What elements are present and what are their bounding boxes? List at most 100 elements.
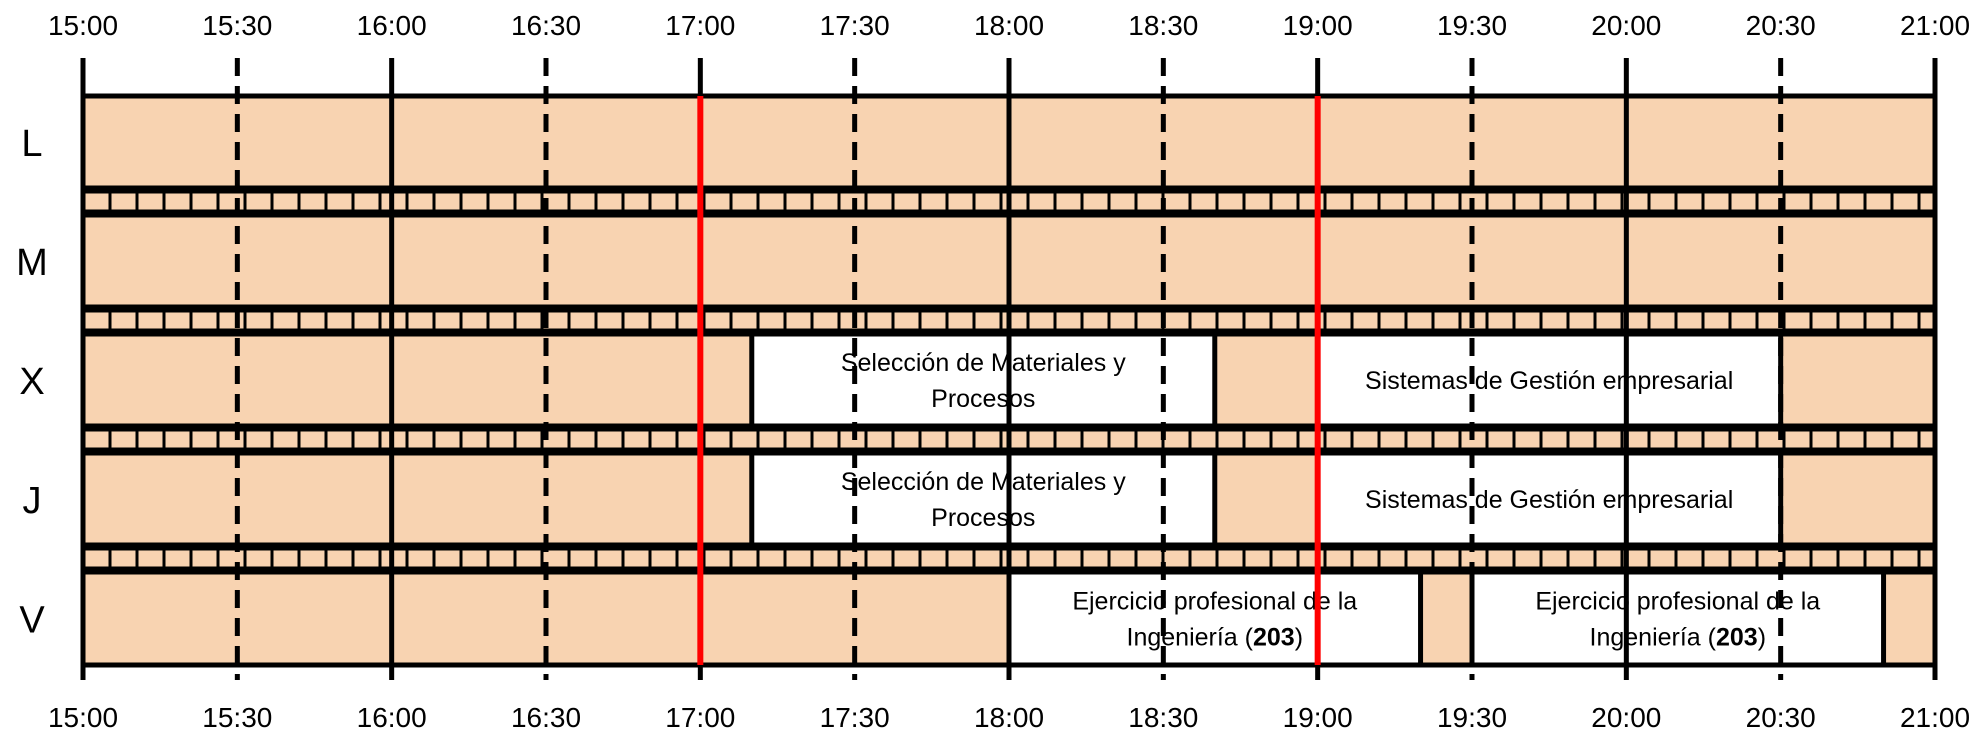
separator-cell <box>1107 428 1138 451</box>
separator-cell <box>1593 428 1624 451</box>
separator-cell <box>1809 190 1840 213</box>
separator-cell <box>189 547 220 570</box>
separator-cell <box>270 428 301 451</box>
separator-cell <box>1728 428 1759 451</box>
separator-cell <box>1161 309 1192 332</box>
separator-cell <box>1809 547 1840 570</box>
separator-cell <box>648 309 679 332</box>
separator-cell <box>1107 190 1138 213</box>
separator-cell <box>567 428 598 451</box>
event-label-segment: ) <box>1758 624 1766 652</box>
separator-cell <box>297 190 328 213</box>
separator-cell <box>1215 428 1246 451</box>
separator-cell <box>1377 428 1408 451</box>
time-label-top: 18:30 <box>1128 10 1198 41</box>
time-label-bottom: 15:30 <box>202 702 272 733</box>
event-label-line: Sistemas de Gestión empresarial <box>1365 486 1733 514</box>
separator-cell <box>1647 309 1678 332</box>
separator-cell <box>648 547 679 570</box>
separator-cell <box>1188 428 1219 451</box>
separator-cell <box>945 547 976 570</box>
separator-cell <box>1242 428 1273 451</box>
separator-cell <box>1809 428 1840 451</box>
separator-cell <box>1296 190 1327 213</box>
separator-cell <box>486 547 517 570</box>
separator-cell <box>1782 309 1813 332</box>
separator-cell <box>1377 309 1408 332</box>
separator-cell <box>1350 428 1381 451</box>
time-label-bottom: 19:30 <box>1437 702 1507 733</box>
separator-cell <box>432 190 463 213</box>
separator-cell <box>108 428 139 451</box>
separator-cell <box>1539 547 1570 570</box>
event-label-line: Ejercicio profesional de la <box>1535 588 1820 616</box>
event-label-segment: Ingeniería ( <box>1590 624 1717 652</box>
separator-cell <box>1350 547 1381 570</box>
time-label-top: 20:00 <box>1591 10 1661 41</box>
separator-cell <box>243 190 274 213</box>
separator-cell <box>1890 309 1921 332</box>
separator-cell <box>432 309 463 332</box>
event-label-line: Sistemas de Gestión empresarial <box>1365 367 1733 395</box>
separator-cell <box>486 190 517 213</box>
separator-cell <box>189 309 220 332</box>
separator-cell <box>972 309 1003 332</box>
event-label-segment: Sistemas de Gestión empresarial <box>1365 367 1733 395</box>
event-label-segment: Selección de Materiales y <box>841 468 1126 496</box>
separator-cell <box>216 190 247 213</box>
separator-cell <box>1485 547 1516 570</box>
separator-cell <box>1134 309 1165 332</box>
separator-cell <box>162 190 193 213</box>
event-label-segment: 203 <box>1253 624 1295 652</box>
separator-cell <box>1053 309 1084 332</box>
separator-cell <box>1701 309 1732 332</box>
time-label-top: 16:00 <box>357 10 427 41</box>
time-label-top: 17:30 <box>820 10 890 41</box>
separator-cell <box>81 190 112 213</box>
separator-cell <box>1377 547 1408 570</box>
separator-cell <box>621 190 652 213</box>
separator-cell <box>810 428 841 451</box>
separator-cell <box>324 547 355 570</box>
time-label-bottom: 20:30 <box>1746 702 1816 733</box>
separator-cell <box>1080 428 1111 451</box>
separator-cell <box>1863 428 1894 451</box>
separator-cell <box>1269 547 1300 570</box>
separator-cell <box>1053 547 1084 570</box>
labels: 15:00 15:00 15:30 15:30 16:00 16:00 16:30 16:30… <box>16 10 1970 733</box>
separator-cell <box>459 309 490 332</box>
separator-cell <box>1566 309 1597 332</box>
time-label-bottom: 18:00 <box>974 702 1044 733</box>
separator-cell <box>243 547 274 570</box>
separator-cell <box>1431 190 1462 213</box>
separator-cell <box>1782 428 1813 451</box>
separator-cell <box>216 428 247 451</box>
separator-cell <box>810 547 841 570</box>
separator-cell <box>405 428 436 451</box>
separator-cell <box>999 547 1030 570</box>
event-label-line: Ingeniería (203) <box>1127 624 1304 652</box>
separator-cell <box>1593 190 1624 213</box>
separator-cell <box>108 309 139 332</box>
event-label-segment: Sistemas de Gestión empresarial <box>1365 486 1733 514</box>
separator-cell <box>1188 309 1219 332</box>
separator-cell <box>270 309 301 332</box>
separator-cell <box>648 190 679 213</box>
separator-cell <box>513 428 544 451</box>
separator-cell <box>918 190 949 213</box>
time-label-top: 19:30 <box>1437 10 1507 41</box>
separator-cell <box>864 190 895 213</box>
time-label-bottom: 15:00 <box>48 702 118 733</box>
separator-cell <box>432 428 463 451</box>
separator-cell <box>783 309 814 332</box>
separator-cell <box>756 309 787 332</box>
separator-cell <box>324 190 355 213</box>
separator-cell <box>864 309 895 332</box>
separator-cell <box>1269 428 1300 451</box>
separator-cell <box>243 309 274 332</box>
separator-cell <box>945 309 976 332</box>
separator-cell <box>729 309 760 332</box>
separator-cell <box>1674 309 1705 332</box>
separator-cell <box>162 547 193 570</box>
